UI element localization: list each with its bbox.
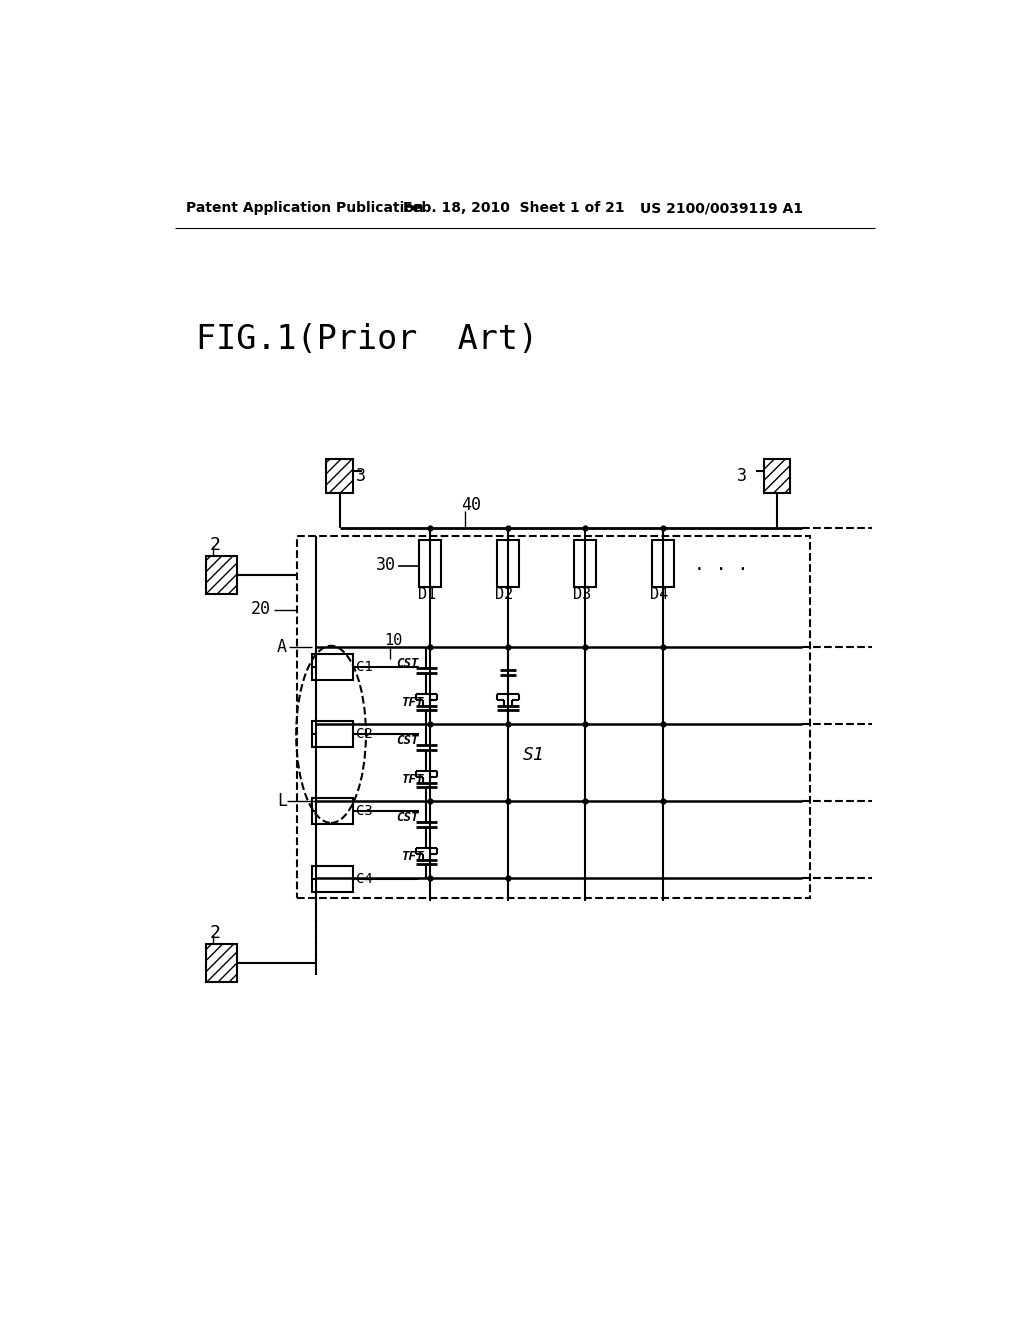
Text: D1: D1 bbox=[418, 587, 436, 602]
Text: 20: 20 bbox=[251, 599, 270, 618]
Text: D2: D2 bbox=[496, 587, 514, 602]
Text: C2: C2 bbox=[356, 727, 373, 742]
Bar bbox=[297, 536, 810, 898]
Text: . . .: . . . bbox=[693, 556, 749, 574]
Bar bbox=[420, 540, 441, 587]
Text: C1: C1 bbox=[356, 660, 373, 673]
Bar bbox=[312, 866, 352, 892]
Text: S1: S1 bbox=[523, 746, 545, 764]
Text: TFT: TFT bbox=[402, 774, 425, 787]
Bar bbox=[312, 653, 352, 680]
Text: 3: 3 bbox=[736, 467, 746, 484]
Text: 40: 40 bbox=[461, 496, 481, 513]
Bar bbox=[652, 540, 674, 587]
Text: CST: CST bbox=[396, 657, 419, 671]
Text: L: L bbox=[276, 792, 287, 810]
Text: TFT: TFT bbox=[402, 850, 425, 863]
Text: 3: 3 bbox=[356, 467, 366, 484]
Text: Patent Application Publication: Patent Application Publication bbox=[186, 202, 424, 215]
Bar bbox=[312, 721, 352, 747]
Text: D3: D3 bbox=[572, 587, 591, 602]
Text: CST: CST bbox=[396, 810, 419, 824]
Text: C4: C4 bbox=[356, 873, 373, 886]
Bar bbox=[574, 540, 596, 587]
Text: 2: 2 bbox=[209, 536, 220, 554]
Text: D4: D4 bbox=[650, 587, 669, 602]
Text: US 2100/0039119 A1: US 2100/0039119 A1 bbox=[640, 202, 803, 215]
Text: TFT: TFT bbox=[402, 696, 425, 709]
Text: CST: CST bbox=[396, 734, 419, 747]
Text: A: A bbox=[276, 639, 287, 656]
Bar bbox=[206, 944, 237, 982]
Text: FIG.1(Prior  Art): FIG.1(Prior Art) bbox=[197, 323, 539, 356]
Bar bbox=[327, 459, 352, 492]
Bar bbox=[312, 799, 352, 825]
Text: 10: 10 bbox=[384, 632, 402, 648]
Text: 30: 30 bbox=[376, 556, 396, 574]
Text: Feb. 18, 2010  Sheet 1 of 21: Feb. 18, 2010 Sheet 1 of 21 bbox=[403, 202, 625, 215]
Bar bbox=[206, 556, 237, 594]
Bar bbox=[497, 540, 518, 587]
Bar bbox=[764, 459, 790, 492]
Text: 2: 2 bbox=[209, 924, 220, 942]
Text: C3: C3 bbox=[356, 804, 373, 818]
